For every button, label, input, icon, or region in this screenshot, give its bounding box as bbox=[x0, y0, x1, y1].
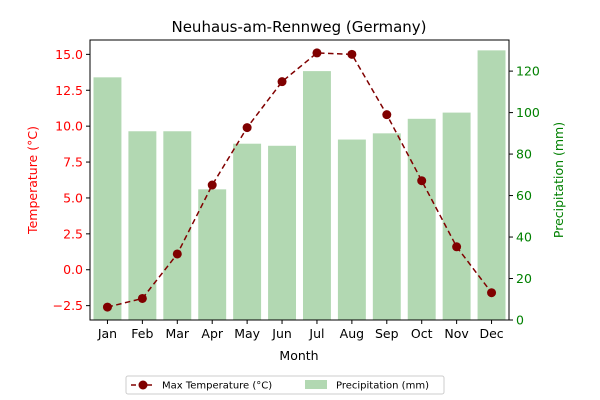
right-tick-label-1: 20 bbox=[516, 271, 532, 286]
left-tick-label-3: 5.0 bbox=[63, 190, 83, 205]
precipitation-bars bbox=[93, 50, 506, 321]
legend-marker-swatch bbox=[138, 380, 148, 390]
right-axis-ticks: 0 20 40 60 80 100 120 bbox=[509, 64, 540, 328]
temp-point-feb bbox=[137, 293, 147, 303]
legend-frame bbox=[125, 375, 445, 395]
x-tick-label-may: May bbox=[234, 326, 260, 341]
x-tick-label-sep: Sep bbox=[375, 326, 399, 341]
temp-point-aug bbox=[347, 49, 357, 59]
left-tick-label-0: −2.5 bbox=[53, 298, 83, 313]
temp-point-may bbox=[242, 123, 252, 133]
precip-bar-jan bbox=[93, 77, 122, 320]
right-tick-label-3: 60 bbox=[516, 188, 532, 203]
right-tick-label-4: 80 bbox=[516, 147, 532, 162]
x-tick-label-oct: Oct bbox=[411, 326, 433, 341]
left-axis-ticks: −2.5 0.0 2.5 5.0 7.5 10.0 12.5 15.0 bbox=[53, 47, 90, 313]
precip-bar-jun bbox=[268, 145, 297, 320]
x-tick-label-jul: Jul bbox=[308, 326, 324, 341]
legend-label-temperature: Max Temperature (°C) bbox=[162, 381, 272, 392]
temp-point-apr bbox=[207, 180, 217, 190]
x-tick-label-jan: Jan bbox=[97, 326, 117, 341]
left-tick-label-1: 0.0 bbox=[63, 262, 83, 277]
x-tick-label-aug: Aug bbox=[340, 326, 364, 341]
precip-bar-mar bbox=[163, 131, 192, 320]
right-tick-label-2: 40 bbox=[516, 230, 532, 245]
legend: Max Temperature (°C) Precipitation (mm) bbox=[125, 375, 445, 395]
legend-label-precipitation: Precipitation (mm) bbox=[336, 381, 429, 392]
plot-frame bbox=[89, 39, 510, 321]
precip-bar-nov bbox=[442, 112, 471, 320]
x-tick-label-mar: Mar bbox=[165, 326, 189, 341]
right-tick-label-6: 120 bbox=[516, 64, 540, 79]
left-axis-title: Temperature (°C) bbox=[25, 126, 40, 235]
temperature-series-line bbox=[107, 52, 493, 308]
right-tick-label-5: 100 bbox=[516, 105, 540, 120]
x-tick-label-apr: Apr bbox=[201, 326, 223, 341]
left-tick-label-6: 12.5 bbox=[55, 83, 83, 98]
right-tick-label-0: 0 bbox=[516, 313, 524, 328]
x-axis-ticks: Jan Feb Mar Apr May Jun Jul Aug Sep Oct Nov Dec bbox=[97, 320, 504, 341]
temp-point-oct bbox=[417, 176, 427, 186]
x-tick-label-nov: Nov bbox=[444, 326, 469, 341]
temp-point-sep bbox=[382, 110, 392, 120]
right-axis-title: Precipitation (mm) bbox=[551, 122, 566, 238]
x-tick-label-feb: Feb bbox=[131, 326, 153, 341]
left-tick-label-2: 2.5 bbox=[63, 226, 83, 241]
precip-bar-may bbox=[233, 143, 262, 320]
legend-bar-swatch bbox=[305, 380, 327, 389]
temp-point-jul bbox=[312, 48, 322, 58]
left-tick-label-4: 7.5 bbox=[63, 155, 83, 170]
x-tick-label-jun: Jun bbox=[271, 326, 292, 341]
precip-bar-aug bbox=[337, 139, 366, 320]
temp-point-jan bbox=[102, 302, 112, 312]
precip-bar-dec bbox=[477, 50, 506, 321]
precip-bar-apr bbox=[198, 189, 227, 320]
temp-point-mar bbox=[172, 249, 182, 259]
temp-point-jun bbox=[277, 77, 287, 87]
x-axis-title: Month bbox=[279, 348, 318, 363]
precip-bar-jul bbox=[302, 71, 331, 320]
temperature-line bbox=[102, 48, 497, 312]
left-tick-label-7: 15.0 bbox=[55, 47, 83, 62]
precip-bar-oct bbox=[407, 118, 436, 320]
precip-bar-sep bbox=[372, 133, 401, 320]
precip-bar-feb bbox=[128, 131, 157, 320]
temp-point-dec bbox=[487, 288, 497, 298]
left-tick-label-5: 10.0 bbox=[55, 119, 83, 134]
x-tick-label-dec: Dec bbox=[479, 326, 503, 341]
temp-point-nov bbox=[452, 242, 462, 252]
chart-title: Neuhaus-am-Rennweg (Germany) bbox=[171, 18, 426, 36]
